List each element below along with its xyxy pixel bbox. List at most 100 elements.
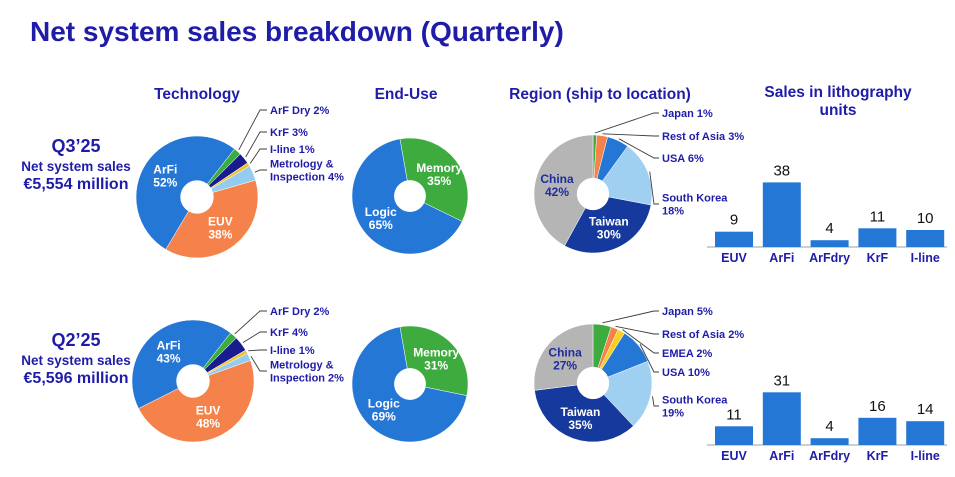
litho-units-q3-value-arfdry: 4 bbox=[825, 220, 833, 237]
region-q3-label-china: 42% bbox=[545, 185, 569, 199]
litho-units-q3-cat-krf: KrF bbox=[867, 251, 889, 265]
technology-q3-label-i-line: I-line 1% bbox=[270, 144, 315, 156]
litho-units-q2-cat-euv: EUV bbox=[721, 449, 747, 463]
end-use-q3-slice-logic bbox=[351, 138, 463, 255]
region-q2-leader-japan bbox=[602, 310, 659, 324]
litho-units-q3-cat-euv: EUV bbox=[721, 251, 747, 265]
technology-q2-slice-euv bbox=[138, 360, 255, 443]
litho-units-q3-bar-arfdry bbox=[810, 240, 849, 247]
end-use-q2-label-logic: 69% bbox=[372, 410, 396, 424]
technology-q3-slice-arfi bbox=[135, 135, 235, 250]
litho-units-q2-cat-i-line: I-line bbox=[911, 449, 940, 463]
chart-litho-units-q3: 9 EUV 38 ArFi 4 ArFdry 11 KrF 10 I-line bbox=[707, 162, 947, 265]
region-q2-slice-china bbox=[533, 323, 594, 391]
end-use-q2-label-memory: Memory bbox=[413, 346, 459, 360]
technology-q3-leader-arf-dry bbox=[238, 109, 267, 151]
technology-q2-leader-metrology-inspection bbox=[250, 355, 267, 372]
technology-q3-label-euv: 38% bbox=[208, 227, 232, 241]
region-q3-leader-rest-of-asia bbox=[602, 133, 659, 137]
technology-q3-label-arfi: ArFi bbox=[153, 162, 177, 176]
technology-q2-leader-arf-dry bbox=[234, 310, 267, 335]
technology-q3-leader-metrology-inspection bbox=[254, 169, 267, 173]
technology-q2-label-metrology-inspection: Inspection 2% bbox=[270, 373, 344, 385]
litho-units-q3-cat-arfi: ArFi bbox=[769, 251, 794, 265]
region-q2-label-south-korea: South Korea bbox=[662, 395, 728, 407]
litho-units-q2-cat-krf: KrF bbox=[867, 449, 889, 463]
technology-q2-label-arfi: 43% bbox=[157, 351, 181, 365]
region-q2-slice-south-korea bbox=[603, 360, 653, 427]
technology-q2-label-euv: 48% bbox=[196, 416, 220, 430]
net-system-sales-amount-q3: €5,554 million bbox=[23, 176, 129, 194]
litho-units-q3-bar-arfi bbox=[762, 182, 801, 247]
region-q3-leader-south-korea bbox=[649, 171, 659, 205]
technology-q3-label-arf-dry: ArF Dry 2% bbox=[270, 105, 330, 117]
litho-units-q2-cat-arfi: ArFi bbox=[769, 449, 794, 463]
region-q3-label-china: China bbox=[540, 172, 574, 186]
chart-region-q2: Japan 5% Rest of Asia 2% EMEA 2% USA 10% Sou… bbox=[533, 306, 744, 443]
litho-units-q3-cat-arfdry: ArFdry bbox=[809, 251, 850, 265]
row-label-q2: Q2’25 Net system sales €5,596 million bbox=[5, 330, 147, 389]
column-header-end-use: End-Use bbox=[374, 86, 438, 103]
chart-technology-q2: ArF Dry 2% KrF 4% I-line 1% Metrology &Insp… bbox=[131, 306, 344, 443]
region-q2-slice-taiwan bbox=[534, 384, 634, 443]
litho-units-q2-bar-i-line bbox=[906, 421, 945, 445]
technology-q2-leader-krf bbox=[242, 331, 267, 343]
region-q2-leader-usa bbox=[639, 343, 659, 373]
column-header-litho-units: Sales in lithography units bbox=[764, 84, 912, 119]
litho-units-q3-cat-i-line: I-line bbox=[911, 251, 940, 265]
region-q2-leader-south-korea bbox=[652, 396, 659, 407]
region-q3-label-japan: Japan 1% bbox=[662, 108, 713, 120]
end-use-q3-label-memory: 35% bbox=[427, 174, 451, 188]
region-q3-label-taiwan: 30% bbox=[597, 228, 621, 242]
litho-units-q2-value-arfdry: 4 bbox=[825, 418, 833, 435]
net-system-sales-caption-q2: Net system sales bbox=[21, 352, 131, 368]
region-q3-slice-taiwan bbox=[564, 196, 652, 254]
region-q2-label-taiwan: Taiwan bbox=[561, 405, 601, 419]
net-system-sales-amount-q2: €5,596 million bbox=[23, 370, 129, 388]
region-q3-label-taiwan: Taiwan bbox=[589, 215, 629, 229]
litho-units-q3-value-krf: 11 bbox=[870, 208, 886, 225]
technology-q2-label-arfi: ArFi bbox=[157, 338, 181, 352]
page-title: Net system sales breakdown (Quarterly) bbox=[30, 16, 564, 47]
litho-units-q2-value-arfi: 31 bbox=[773, 372, 790, 389]
region-q2-label-south-korea: 19% bbox=[662, 408, 684, 420]
end-use-q3-label-logic: Logic bbox=[365, 205, 397, 219]
litho-units-q3-value-euv: 9 bbox=[730, 212, 738, 229]
region-q3-label-south-korea: South Korea bbox=[662, 193, 728, 205]
row-label-q3: Q3’25 Net system sales €5,554 million bbox=[5, 136, 147, 195]
region-q3-slice-south-korea bbox=[602, 145, 653, 206]
column-header-region: Region (ship to location) bbox=[509, 86, 691, 103]
technology-q3-label-metrology-inspection: Inspection 4% bbox=[270, 172, 344, 184]
column-header-technology: Technology bbox=[154, 86, 240, 103]
technology-q2-label-krf: KrF 4% bbox=[270, 327, 308, 339]
chart-litho-units-q2: 11 EUV 31 ArFi 4 ArFdry 16 KrF 14 I-line bbox=[707, 372, 947, 463]
net-system-sales-caption-q3: Net system sales bbox=[21, 158, 131, 174]
end-use-q2-slice-memory bbox=[399, 325, 469, 396]
region-q2-label-usa: USA 10% bbox=[662, 367, 710, 379]
region-q2-label-taiwan: 35% bbox=[568, 418, 592, 432]
technology-q2-label-metrology-inspection: Metrology & bbox=[270, 360, 334, 372]
litho-units-q2-cat-arfdry: ArFdry bbox=[809, 449, 850, 463]
end-use-q2-slice-logic bbox=[351, 326, 468, 443]
litho-units-q3-bar-euv bbox=[715, 231, 753, 247]
region-q3-label-rest-of-asia: Rest of Asia 3% bbox=[662, 131, 744, 143]
end-use-q3-slice-memory bbox=[399, 137, 469, 222]
end-use-q3-label-memory: Memory bbox=[416, 161, 462, 175]
region-q2-label-emea: EMEA 2% bbox=[662, 348, 713, 360]
region-q3-leader-usa bbox=[618, 138, 659, 159]
region-q3-label-usa: USA 6% bbox=[662, 153, 704, 165]
technology-q3-label-metrology-inspection: Metrology & bbox=[270, 159, 334, 171]
chart-region-q3: Japan 1% Rest of Asia 3% USA 6% South Korea… bbox=[533, 108, 744, 254]
technology-q2-label-euv: EUV bbox=[196, 403, 221, 417]
region-q2-leader-rest-of-asia bbox=[615, 325, 659, 335]
quarter-label-q3: Q3’25 bbox=[51, 136, 101, 156]
end-use-q3-label-logic: 65% bbox=[369, 218, 393, 232]
technology-q2-label-arf-dry: ArF Dry 2% bbox=[270, 306, 330, 318]
region-q2-leader-emea bbox=[622, 329, 659, 354]
litho-units-q3-value-i-line: 10 bbox=[917, 210, 934, 227]
region-q3-slice-china bbox=[533, 134, 594, 247]
region-q3-label-south-korea: 18% bbox=[662, 206, 684, 218]
